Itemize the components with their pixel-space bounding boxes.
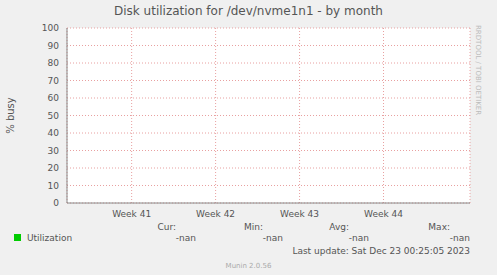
html-text:Last update: Sat Dec 23 00:25:: Last update: Sat Dec 23 00:25:05 2023 bbox=[292, 246, 470, 256]
svg-text:30: 30 bbox=[48, 146, 60, 156]
svg-text:Week 41: Week 41 bbox=[112, 209, 151, 219]
html-text:-nan: -nan bbox=[262, 233, 283, 243]
html-text:Munin 2.0.56: Munin 2.0.56 bbox=[225, 262, 272, 270]
svg-text:Week 43: Week 43 bbox=[280, 209, 319, 219]
html-text:Min:: Min: bbox=[244, 222, 263, 232]
svg-text:80: 80 bbox=[48, 58, 60, 68]
svg-text:50: 50 bbox=[48, 111, 60, 121]
html-text:Disk utilization for /dev/nvme: Disk utilization for /dev/nvme1n1 - by m… bbox=[114, 4, 383, 18]
html-text:Cur:: Cur: bbox=[157, 222, 176, 232]
svg-text:100: 100 bbox=[42, 23, 59, 33]
html-text:Max:: Max: bbox=[428, 222, 450, 232]
svg-text:Week 44: Week 44 bbox=[364, 209, 403, 219]
html-text:-nan: -nan bbox=[175, 233, 196, 243]
svg-text:10: 10 bbox=[48, 181, 60, 191]
svg-text:60: 60 bbox=[48, 93, 60, 103]
svg-text:% busy: % busy bbox=[8, 97, 16, 134]
svg-text:20: 20 bbox=[48, 163, 60, 173]
html-text:Avg:: Avg: bbox=[329, 222, 349, 232]
html-text:RRDTOOL / TOBI OETIKER: RRDTOOL / TOBI OETIKER bbox=[474, 25, 482, 116]
svg-text:90: 90 bbox=[48, 41, 60, 51]
svg-text:40: 40 bbox=[48, 128, 60, 138]
svg-text:70: 70 bbox=[48, 76, 60, 86]
html-text:-nan: -nan bbox=[449, 233, 470, 243]
svg-text:0: 0 bbox=[53, 198, 59, 208]
html-text:Utilization: Utilization bbox=[27, 233, 73, 243]
svg-text:Week 42: Week 42 bbox=[196, 209, 235, 219]
html-text:-nan: -nan bbox=[348, 233, 369, 243]
